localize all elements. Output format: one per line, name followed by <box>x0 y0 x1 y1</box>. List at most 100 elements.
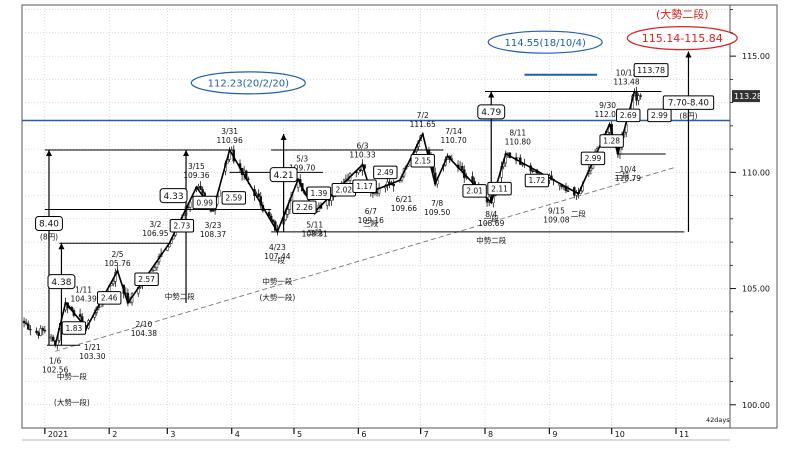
point-label-date: 3/23 <box>205 221 222 230</box>
point-label-value: 111.65 <box>410 120 436 129</box>
swing-box: 2.46 <box>101 294 118 303</box>
point-label-date: 7/2 <box>417 111 429 120</box>
swing-box-frame <box>61 321 87 335</box>
candle-body <box>41 328 45 331</box>
point-label-value: 110.80 <box>505 138 531 147</box>
candle-body <box>26 323 30 330</box>
move-box-frame <box>477 104 506 120</box>
swing-box-frame <box>616 108 641 123</box>
y-tick-label: 110.00 <box>742 168 770 177</box>
swing-box-frame <box>580 151 606 166</box>
candle-body <box>78 314 82 317</box>
wave-annotation: 二段 <box>571 209 586 219</box>
grid <box>21 4 778 429</box>
candle-body <box>566 190 570 192</box>
candle-body <box>43 329 47 332</box>
point-label-value: 103.30 <box>79 352 105 361</box>
swing-box-frame <box>134 272 159 287</box>
point-label-value: 110.33 <box>349 151 375 160</box>
wave-annotation: 中勢一段 <box>57 371 87 381</box>
target-title: (大勢二段) <box>656 7 709 21</box>
swing-box-frame <box>352 179 377 194</box>
point-label-date: 5/3 <box>296 154 308 163</box>
wave-annotation: (大勢一段) <box>54 397 90 407</box>
swing-box-frame <box>524 173 550 188</box>
swing-box-frame <box>599 134 624 148</box>
candle-body <box>230 149 233 151</box>
window-label: 42days <box>706 416 730 424</box>
x-tick-label: 2021 <box>48 430 68 439</box>
point-label-value: 110.96 <box>216 136 242 145</box>
candle-body <box>471 176 474 182</box>
candle-body <box>531 170 535 172</box>
move-box-frame <box>35 215 63 231</box>
move-box-frame <box>269 167 298 183</box>
point-label-value: 109.70 <box>289 163 315 172</box>
point-label-value: 105.76 <box>104 259 130 268</box>
swing-box: 1.17 <box>356 182 373 191</box>
y-tick-label: 105.00 <box>742 285 770 294</box>
swing-box-frame <box>192 195 217 210</box>
price-oval-ellipse <box>190 71 306 95</box>
target-box: 113.78 <box>637 66 665 75</box>
candle-body <box>39 328 42 336</box>
point-label-date: 1/21 <box>84 343 101 352</box>
candle-body <box>257 193 260 197</box>
point-label-date: 2/10 <box>135 320 152 329</box>
move-box: 4.21 <box>274 171 294 181</box>
arrow-4-33-head <box>183 150 190 157</box>
swing-box-frame <box>373 165 398 180</box>
wave-annotation: 中勢一段 <box>262 276 292 286</box>
swing-box: 2.02 <box>335 185 352 194</box>
swing-box: 0.99 <box>196 198 213 207</box>
point-label-date: 8/4 <box>485 210 497 219</box>
point-label-value: 109.08 <box>543 216 569 225</box>
swing-box: 2.26 <box>296 203 313 212</box>
swing-box-frame <box>306 186 332 201</box>
point-label-value: 110.70 <box>441 136 467 145</box>
point-label-value: 110.79 <box>615 174 641 183</box>
point-label-date: 9/15 <box>548 207 565 216</box>
point-label-value: 104.39 <box>70 295 96 304</box>
point-label-date: 3/15 <box>188 162 205 171</box>
swing-box: 2.49 <box>377 168 394 177</box>
wave-annotation: 二段 <box>307 227 322 237</box>
arrow-4-79-head <box>488 91 495 98</box>
candle-body <box>271 219 275 222</box>
point-label-date: 7/8 <box>431 199 443 208</box>
candle-body <box>521 163 524 166</box>
candle-body <box>199 186 202 190</box>
candle-body <box>458 166 462 168</box>
candle-body <box>188 201 192 208</box>
candle-body <box>635 91 638 101</box>
candle-body <box>637 95 640 101</box>
swing-box: 2.73 <box>174 221 191 230</box>
swing-box: 2.59 <box>225 194 242 203</box>
swing-box: 1.83 <box>66 324 83 333</box>
point-label-value: 104.38 <box>131 329 157 338</box>
swing-box: 2.15 <box>414 156 431 165</box>
x-tick-label: 6 <box>361 430 366 439</box>
point-label-date: 7/14 <box>445 127 462 136</box>
arrow-4-38-head <box>58 243 65 250</box>
axes: 2021 2 3 4 5 6 7 8 9 10 11 115.00 110.00 105.00 100.00… <box>22 9 770 441</box>
price-oval: 114.55(18/10/4) <box>505 38 586 49</box>
point-label-date: 2/5 <box>111 250 123 259</box>
point-label-value: 109.36 <box>183 171 209 180</box>
point-label-value: 112.07 <box>594 110 620 119</box>
point-label-date: 6/3 <box>356 142 368 151</box>
x-tick-label: 10 <box>615 430 625 439</box>
move-box: 4.33 <box>164 192 184 202</box>
wave-annotation: 中勢二段 <box>165 291 195 301</box>
candle-body <box>460 166 464 171</box>
move-box: 4.38 <box>51 278 71 288</box>
move-box: 4.79 <box>481 108 501 118</box>
point-label-value: 109.16 <box>358 216 384 225</box>
trend-support-line <box>55 167 675 352</box>
point-label-value: 109.66 <box>391 204 417 213</box>
point-label-date: 10/12 <box>616 68 638 77</box>
swing-box-frame <box>410 153 435 168</box>
point-label-date: 3/2 <box>149 220 161 229</box>
candle-body <box>286 209 290 215</box>
x-tick-label: 9 <box>552 430 557 439</box>
